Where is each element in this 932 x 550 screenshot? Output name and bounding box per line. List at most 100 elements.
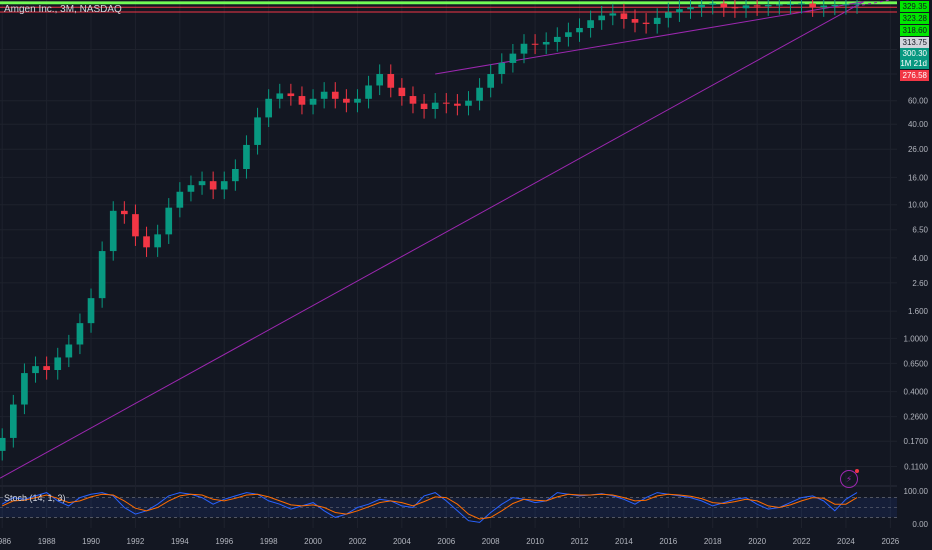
candle-body (676, 9, 683, 13)
candle-body (442, 102, 450, 104)
time-tick: 2026 (881, 537, 899, 546)
time-tick: 2008 (482, 537, 500, 546)
stoch-tick: 0.00 (912, 520, 928, 529)
price-badge-label: 313.75 (903, 38, 928, 47)
price-tick: 1.0000 (904, 334, 929, 343)
price-badge (900, 25, 929, 36)
candle-body (354, 98, 361, 103)
time-tick: 2022 (793, 537, 811, 546)
candle-body (420, 103, 428, 110)
candle-body (176, 191, 184, 208)
time-tick: 2020 (748, 537, 766, 546)
price-tick: 40.00 (908, 120, 929, 129)
price-badge-label: 318.60 (903, 26, 928, 35)
time-tick: 1992 (127, 537, 145, 546)
candle-body (254, 117, 261, 145)
price-badge (900, 37, 929, 48)
level-lines (0, 1, 897, 13)
candle-body (831, 4, 839, 6)
stoch-pane (0, 492, 897, 523)
candle-body (0, 437, 6, 451)
candle-body (232, 168, 239, 182)
candle-body (220, 181, 228, 190)
candle-body (9, 404, 17, 438)
candle-body (331, 91, 339, 99)
candle-body (687, 7, 694, 10)
lightning-icon[interactable]: ⚡ (840, 469, 859, 488)
price-axis (897, 0, 932, 550)
candle-body (65, 344, 73, 358)
trendline-support (0, 1, 864, 479)
candle-body (87, 298, 95, 324)
candle-body (775, 4, 783, 6)
candle-body (820, 5, 828, 8)
candle-body (198, 181, 206, 186)
candle-body (43, 366, 50, 371)
candle-body (143, 236, 150, 248)
candle-body (653, 17, 661, 24)
price-badge (900, 70, 929, 81)
candle-body (742, 5, 750, 9)
candle-body (276, 93, 284, 99)
candle-body (620, 13, 628, 20)
price-badge (900, 1, 929, 12)
candle-body (320, 91, 328, 99)
candle-body (598, 15, 606, 21)
candle-body (531, 43, 539, 45)
time-tick: 2002 (349, 537, 367, 546)
candle-body (809, 3, 816, 8)
candle-body (487, 74, 495, 88)
price-tick: 0.2600 (904, 413, 929, 422)
candle-body (109, 210, 117, 252)
candle-body (853, 3, 861, 5)
time-tick: 2016 (659, 537, 677, 546)
stoch-tick: 100.00 (904, 487, 929, 496)
candle-body (642, 22, 650, 24)
candle-body (309, 98, 317, 105)
time-tick: 2006 (437, 537, 455, 546)
notification-dot (855, 469, 859, 473)
time-tick: 2004 (393, 537, 411, 546)
time-tick: 1990 (82, 537, 100, 546)
candle-body (842, 4, 850, 6)
grid (0, 0, 932, 528)
candles (0, 0, 861, 461)
stoch-d-line (1, 493, 858, 520)
candle-body (209, 181, 217, 190)
candle-body (542, 41, 550, 45)
time-tick: 2010 (526, 537, 544, 546)
time-tick: 1996 (215, 537, 233, 546)
candle-body (76, 323, 84, 345)
candle-body (32, 366, 39, 374)
candle-body (98, 251, 106, 299)
candle-body (731, 7, 739, 9)
time-tick: 1998 (260, 537, 278, 546)
candle-body (431, 102, 439, 110)
candle-body (509, 53, 517, 63)
price-tick: 2.60 (912, 279, 928, 288)
candle-body (187, 185, 195, 192)
candle-body (287, 93, 295, 97)
time-tick: 2014 (615, 537, 633, 546)
price-tick: 1.600 (908, 307, 929, 316)
candle-body (398, 87, 406, 97)
price-tick: 0.1100 (904, 463, 928, 472)
price-badge-label: 323.28 (903, 14, 928, 23)
price-tick: 60.00 (908, 97, 929, 106)
candle-body (565, 32, 572, 37)
candle-body (576, 27, 583, 33)
candle-body (54, 357, 62, 371)
price-tick: 6.50 (912, 226, 928, 235)
time-tick: 1988 (38, 537, 56, 546)
candle-body (298, 96, 306, 105)
candle-body (454, 103, 461, 106)
candle-body (132, 214, 139, 237)
time-tick: 2012 (571, 537, 589, 546)
candle-body (587, 20, 594, 28)
price-badge-label: 300.30 (903, 49, 928, 58)
price-tick: 4.00 (912, 254, 928, 263)
candle-body (664, 12, 672, 18)
candle-body (753, 5, 761, 7)
